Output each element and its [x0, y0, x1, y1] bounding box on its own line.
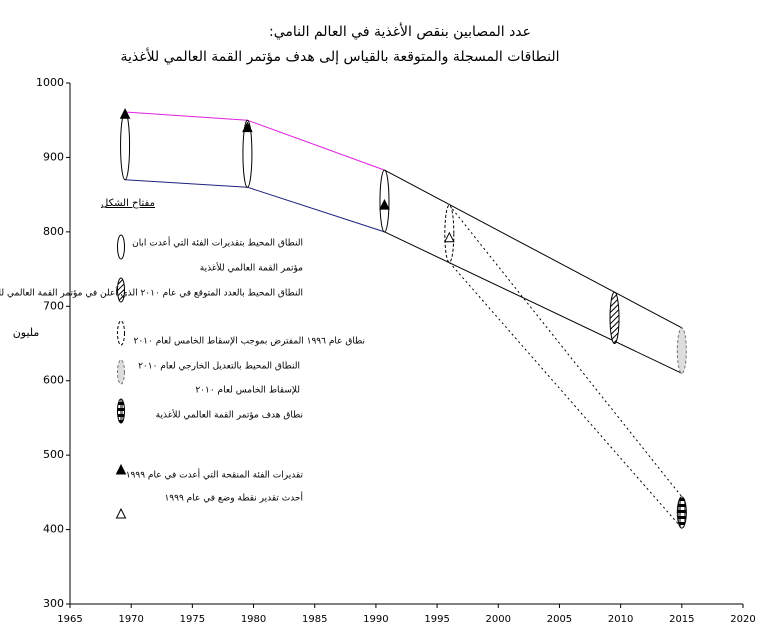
y-tick-label: 900 [43, 150, 64, 163]
x-tick-label: 1965 [57, 614, 82, 625]
legend-label: أحدث تقدير نقطة وضع في عام ١٩٩٩ [164, 492, 303, 504]
legend-icon [115, 507, 127, 519]
x-tick-label: 1995 [424, 614, 449, 625]
legend-label: النطاق المحيط بالعدد المتوقع في عام ٢٠١٠… [0, 287, 303, 299]
y-tick-label: 800 [43, 225, 64, 238]
legend-icon [117, 359, 125, 385]
chart-subtitle: النطاقات المسجلة والمتوقعة بالقياس إلى ه… [121, 47, 560, 65]
line [125, 179, 385, 233]
legend-label: للإسقاط الخامس لعام ٢٠١٠ [195, 386, 300, 396]
line [448, 262, 683, 529]
legend-label: النطاق المحيط بتقديرات الفئة التي أعدت ا… [132, 237, 303, 249]
band [676, 496, 687, 529]
x-tick-label: 1990 [363, 614, 388, 625]
x-tick-label: 1980 [241, 614, 266, 625]
legend-title: مفتاح الشكل [101, 198, 155, 209]
x-tick-label: 1975 [180, 614, 205, 625]
y-tick-label: 700 [43, 299, 64, 312]
y-tick-label: 500 [43, 448, 64, 461]
line [448, 204, 683, 498]
line [384, 231, 683, 374]
y-axis-label: مليون [13, 326, 40, 339]
band [120, 111, 131, 181]
marker [242, 121, 253, 133]
marker [444, 231, 455, 243]
line [384, 169, 683, 329]
y-tick-label: 300 [43, 597, 64, 610]
y-tick-label: 600 [43, 374, 64, 387]
legend-label: مؤتمر القمة العالمي للأغذية [200, 262, 303, 274]
x-tick-label: 2005 [547, 614, 572, 625]
legend-icon [117, 234, 125, 260]
legend-label: تقديرات الفئة المنقحة التي أعدت في عام ١… [126, 469, 304, 481]
band [609, 291, 620, 344]
legend-label: نطاق عام ١٩٩٦ المفترض بموجب الإسقاط الخا… [134, 337, 365, 347]
y-tick-label: 1000 [36, 76, 64, 89]
x-tick-label: 2010 [608, 614, 633, 625]
legend-label: نطاق هدف مؤتمر القمة العالمي للأغذية [156, 409, 303, 421]
x-tick-label: 1970 [118, 614, 143, 625]
y-tick-label: 400 [43, 523, 64, 536]
line [125, 111, 385, 171]
legend-icon [115, 463, 127, 475]
x-tick-label: 2015 [669, 614, 694, 625]
legend-icon [117, 398, 125, 424]
marker [119, 108, 131, 119]
band [242, 119, 253, 188]
chart-title: عدد المصابين بنقص الأغذية في العالم النا… [269, 22, 531, 40]
band [676, 327, 687, 374]
x-tick-label: 2020 [730, 614, 755, 625]
x-tick-label: 2000 [486, 614, 511, 625]
legend-label: النطاق المحيط بالتعديل الخارجي لعام ٢٠١٠ [138, 362, 300, 372]
x-tick-label: 1985 [302, 614, 327, 625]
legend-icon [117, 277, 125, 303]
legend-icon [117, 320, 125, 346]
marker [379, 198, 390, 210]
